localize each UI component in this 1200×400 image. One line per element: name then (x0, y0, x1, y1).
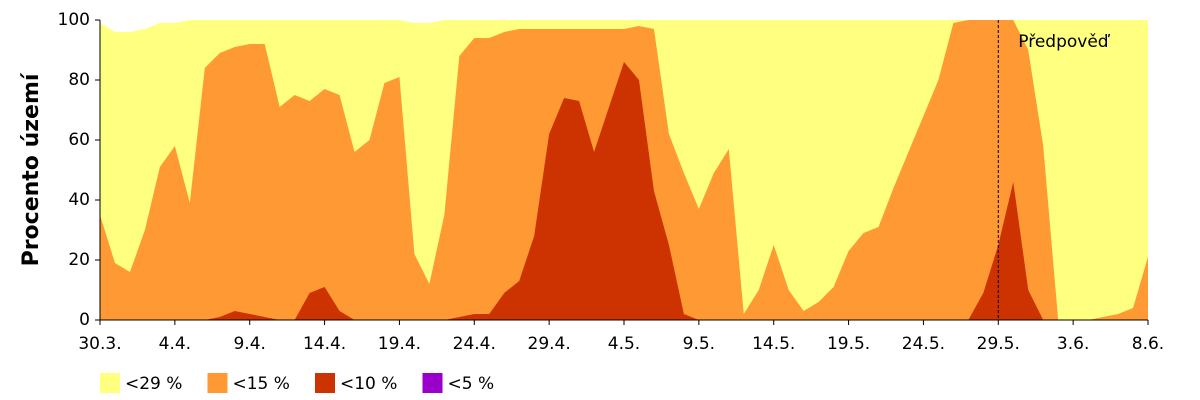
y-axis-label: Procento území (19, 72, 44, 266)
y-tick-label: 40 (68, 190, 90, 210)
x-tick-label: 24.4. (453, 334, 496, 354)
x-tick-label: 14.5. (752, 334, 795, 354)
x-tick-label: 9.5. (683, 334, 715, 354)
x-tick-label: 29.4. (528, 334, 571, 354)
y-tick-label: 20 (68, 250, 90, 270)
y-tick-label: 60 (68, 130, 90, 150)
x-tick-label: 14.4. (303, 334, 346, 354)
x-tick-label: 4.4. (159, 334, 191, 354)
legend-label: <29 % (125, 374, 182, 394)
legend-swatch (422, 373, 443, 393)
x-tick-label: 8.6. (1132, 334, 1164, 354)
y-tick-label: 80 (68, 70, 90, 90)
area (100, 62, 1148, 320)
x-tick-label: 4.5. (608, 334, 640, 354)
x-tick-label: 9.4. (233, 334, 265, 354)
legend-swatch (100, 373, 120, 393)
legend-swatch (207, 373, 228, 393)
legend-label: <10 % (340, 374, 397, 394)
x-tick-label: 19.5. (827, 334, 870, 354)
forecast-label: Předpověď (1018, 32, 1111, 52)
x-tick-label: 29.5. (977, 334, 1020, 354)
x-tick-label: 24.5. (902, 334, 945, 354)
x-tick-label: 30.3. (78, 334, 121, 354)
legend-label: <5 % (448, 374, 495, 394)
y-tick-label: 0 (79, 310, 90, 330)
legend-label: <15 % (233, 374, 290, 394)
x-tick-label: 3.6. (1057, 334, 1089, 354)
legend-swatch (315, 373, 335, 393)
x-tick-label: 19.4. (378, 334, 421, 354)
y-tick-label: 100 (58, 10, 90, 30)
